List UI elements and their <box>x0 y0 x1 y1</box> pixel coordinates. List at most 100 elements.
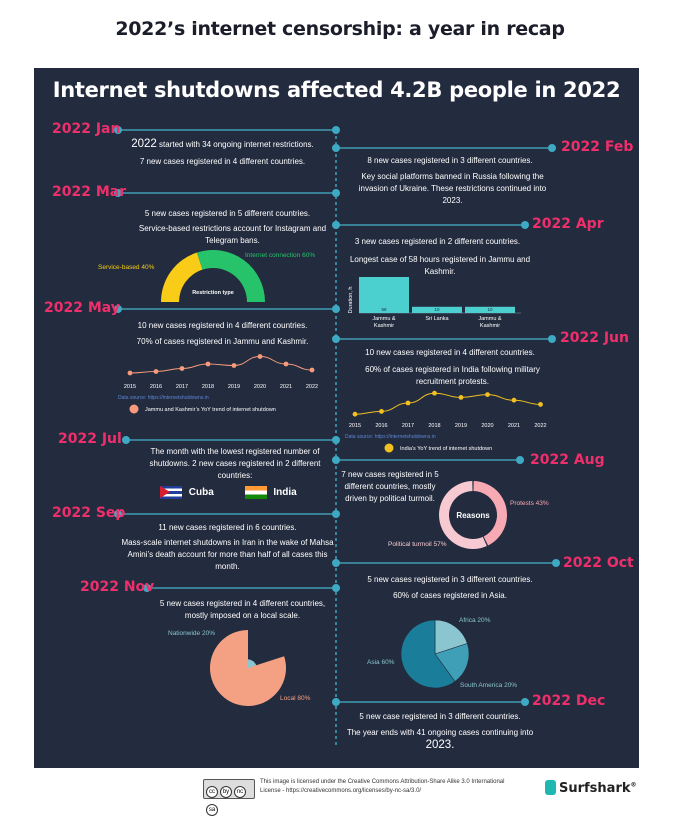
trend-tick-label: 2022 <box>306 384 318 390</box>
oct-text-2: 60% of cases registered in Asia. <box>393 591 507 600</box>
page-title: 2022’s internet censorship: a year in re… <box>115 18 565 40</box>
jk-source: Data source: https://internetshutdowns.i… <box>118 395 209 401</box>
reasons-label-political: Political turmoil 57% <box>388 541 447 548</box>
trend-tick-label: 2019 <box>455 423 467 429</box>
trend-tick-label: 2015 <box>349 423 361 429</box>
duration-category-label: Jammu & <box>478 316 502 322</box>
india-label: India <box>273 487 297 499</box>
oct-text-1: 5 new cases registered in 3 different co… <box>367 575 533 584</box>
mar-text-2: Service-based restrictions account for I… <box>138 224 327 245</box>
trend-line <box>129 355 313 374</box>
duration-ylabel: Duration, h <box>348 287 354 314</box>
restriction-segment-internet-connection <box>196 250 265 302</box>
india-trend-line-chart: 2015 2016 2017 2018 2019 2020 2021 2022 Data so… <box>345 390 547 453</box>
may-text-1: 10 new cases registered in 4 different c… <box>137 321 308 330</box>
restriction-type-chart: Restriction type Service-based 40% Inter… <box>98 250 315 302</box>
trend-point <box>309 367 315 373</box>
trend-point <box>205 361 211 367</box>
scale-label-local: Local 80% <box>280 695 311 702</box>
dec-text-2: The year ends with 41 ongoing cases cont… <box>346 728 534 751</box>
regions-label-asia: Asia 60% <box>367 659 395 666</box>
mar-text-1: 5 new cases registered in 5 different co… <box>144 209 311 218</box>
aug-text: 7 new cases registered in 5 different co… <box>341 470 439 503</box>
regions-slice <box>400 619 456 689</box>
apr-text-1: 3 new cases registered in 2 different co… <box>354 237 521 246</box>
month-label-apr: 2022 Apr <box>532 216 604 232</box>
regions-label-south-america: South America 20% <box>460 682 517 689</box>
jk-legend: Jammu and Kashmir’s YoY trend of interne… <box>145 407 276 413</box>
duration-category-label: Sri Lanka <box>425 316 449 322</box>
trend-tick-label: 2018 <box>428 423 440 429</box>
trend-point <box>458 395 464 400</box>
duration-value-label: 58 <box>381 307 387 312</box>
may-text-2: 70% of cases registered in Jammu and Kas… <box>136 337 309 346</box>
scale-label-nationwide: Nationwide 20% <box>168 630 215 637</box>
trend-point <box>485 392 490 397</box>
trend-point <box>283 361 289 367</box>
duration-bar <box>412 306 462 313</box>
duration-value-label: 10 <box>487 307 493 312</box>
feb-text-1: 8 new cases registered in 3 different co… <box>367 156 533 165</box>
jk-trend-line-chart: 2015 2016 2017 2018 2019 2020 2021 2022 Data so… <box>118 354 318 414</box>
trend-point <box>432 390 437 396</box>
regions-pie-chart: Africa 20% South America 20% Asia 60% <box>367 617 517 689</box>
duration-category-label: Jammu & <box>372 316 396 322</box>
month-label-jan: 2022 Jan <box>52 121 121 137</box>
month-label-aug: 2022 Aug <box>530 452 605 468</box>
jul-text: The month with the lowest registered num… <box>149 447 321 480</box>
month-label-feb: 2022 Feb <box>561 139 634 155</box>
trend-tick-label: 2019 <box>228 384 240 390</box>
india-legend: India’s YoY trend of internet shutdown <box>400 446 492 452</box>
trend-tick-label: 2020 <box>254 384 266 390</box>
cuba-label: Cuba <box>188 487 214 499</box>
month-label-mar: 2022 Mar <box>52 184 127 200</box>
reasons-segment <box>473 481 508 546</box>
regions-slice <box>434 619 468 655</box>
sep-text-1: 11 new cases registered in 6 countries. <box>158 523 297 532</box>
reasons-donut-chart: Reasons Protests 43% Political turmoil 5… <box>388 481 549 549</box>
india-flag-icon <box>244 486 267 499</box>
trend-tick-label: 2022 <box>534 423 546 429</box>
surfshark-logo-icon <box>545 780 556 795</box>
trend-tick-label: 2021 <box>508 423 520 429</box>
trend-tick-label: 2018 <box>202 384 214 390</box>
restriction-segment-service-based <box>161 252 203 302</box>
trend-point <box>179 366 185 371</box>
duration-category-label: Kashmir <box>374 323 394 329</box>
restriction-label-internet: Internet connection 60% <box>245 252 315 259</box>
jan-text-2: 7 new cases registered in 4 different co… <box>139 157 306 166</box>
apr-text-2: Longest case of 58 hours registered in J… <box>349 255 531 276</box>
restriction-label-service: Service-based 40% <box>98 264 155 271</box>
scale-pie-chart: Nationwide 20% Local 80% <box>168 630 311 706</box>
cuba-flag-icon <box>160 486 182 499</box>
jan-text-1: 2022 started with 34 ongoing internet re… <box>131 138 314 150</box>
jul-flags: Cuba India <box>160 486 330 499</box>
trend-point <box>127 370 133 376</box>
duration-value-label: 10 <box>434 307 440 312</box>
month-label-jul: 2022 Jul <box>58 431 122 447</box>
trend-tick-label: 2015 <box>124 384 136 390</box>
month-label-sep: 2022 Sep <box>52 505 126 521</box>
regions-slice <box>434 643 470 682</box>
trend-tick-label: 2017 <box>176 384 188 390</box>
duration-category-label: Kashmir <box>480 323 500 329</box>
jun-text-2: 60% of cases registered in India followi… <box>365 365 540 386</box>
month-label-oct: 2022 Oct <box>563 555 634 571</box>
reasons-segment <box>439 481 487 549</box>
license-text: This image is licensed under the Creativ… <box>260 779 505 794</box>
regions-label-africa: Africa 20% <box>459 617 491 624</box>
trend-point <box>538 402 543 407</box>
month-label-may: 2022 May <box>44 300 120 316</box>
duration-bar <box>359 277 409 313</box>
month-label-jun: 2022 Jun <box>560 330 629 346</box>
trend-point <box>352 411 358 417</box>
feb-text-2: Key social platforms banned in Russia fo… <box>358 172 547 205</box>
reasons-label-protests: Protests 43% <box>510 500 549 507</box>
trend-tick-label: 2017 <box>402 423 414 429</box>
duration-bar <box>465 306 515 313</box>
restriction-chart-title: Restriction type <box>192 290 234 296</box>
sep-text-2: Mass-scale internet shutdowns in Iran in… <box>121 538 334 571</box>
cc-license-badge: cc by ncsa <box>203 779 255 816</box>
trend-point <box>405 400 411 406</box>
